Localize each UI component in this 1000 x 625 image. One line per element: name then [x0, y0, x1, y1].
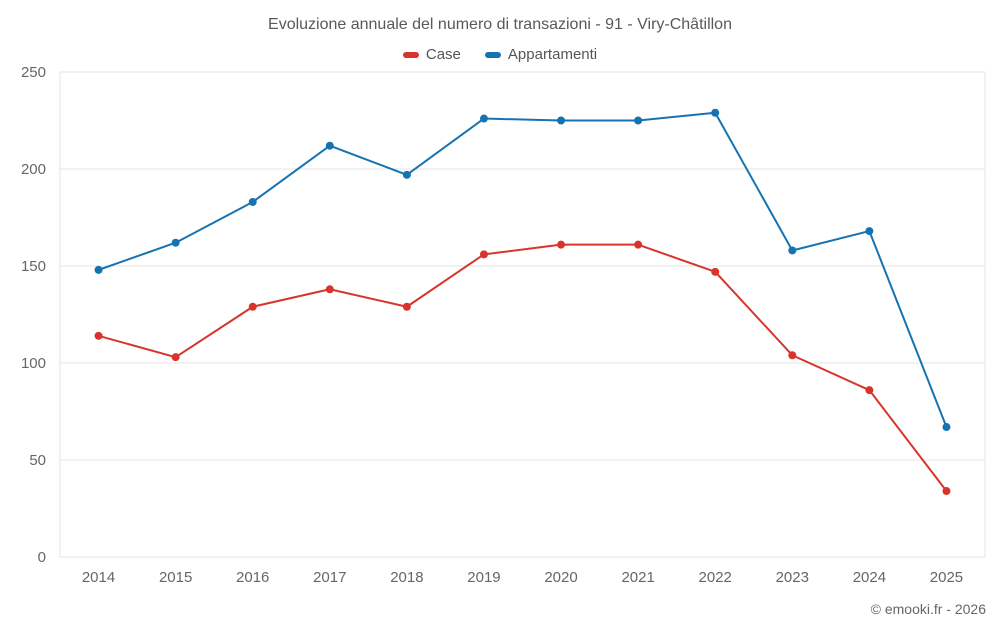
- legend-item-case[interactable]: Case: [402, 46, 461, 63]
- legend-swatch-appartamenti: [484, 51, 501, 58]
- legend-label-appartamenti: Appartamenti: [507, 46, 598, 63]
- chart-legend: Case Appartamenti: [0, 46, 1000, 63]
- legend-item-appartamenti[interactable]: Appartamenti: [484, 46, 598, 63]
- x-axis-tick-label: 2017: [313, 569, 346, 586]
- data-point-case: [557, 240, 566, 249]
- copyright: © emooki.fr - 2026: [870, 601, 986, 617]
- x-axis-tick-label: 2016: [236, 569, 269, 586]
- y-axis-tick-label: 200: [21, 161, 46, 178]
- data-point-appartamenti: [788, 246, 797, 255]
- data-point-case: [94, 331, 103, 340]
- data-point-appartamenti: [248, 197, 257, 206]
- data-point-appartamenti: [865, 227, 874, 236]
- data-point-appartamenti: [94, 265, 103, 274]
- y-axis-tick-label: 100: [21, 355, 46, 372]
- series-line-appartamenti: [97, 111, 948, 429]
- data-point-case: [942, 487, 951, 496]
- x-axis-tick-label: 2018: [390, 569, 423, 586]
- data-point-appartamenti: [479, 114, 488, 123]
- x-axis-tick-label: 2022: [699, 569, 732, 586]
- data-point-case: [788, 351, 797, 360]
- data-point-case: [634, 240, 643, 249]
- plot-border: [59, 71, 986, 558]
- data-point-appartamenti: [557, 116, 566, 125]
- data-point-case: [711, 267, 720, 276]
- data-point-appartamenti: [942, 423, 951, 432]
- x-axis-tick-label: 2020: [544, 569, 577, 586]
- data-point-appartamenti: [171, 238, 180, 247]
- chart-title: Evoluzione annuale del numero di transaz…: [268, 16, 732, 33]
- data-point-case: [325, 285, 334, 294]
- data-point-appartamenti: [325, 141, 334, 150]
- y-axis-tick-label: 250: [21, 64, 46, 81]
- legend-swatch-case: [402, 51, 419, 58]
- y-axis-tick-label: 150: [21, 258, 46, 275]
- x-axis-tick-label: 2021: [621, 569, 654, 586]
- data-point-appartamenti: [711, 108, 720, 117]
- data-point-appartamenti: [402, 170, 411, 179]
- data-point-case: [171, 353, 180, 362]
- data-point-case: [248, 302, 257, 311]
- data-point-case: [479, 250, 488, 259]
- data-point-case: [865, 386, 874, 395]
- x-axis-tick-label: 2024: [853, 569, 886, 586]
- series-line-case: [97, 243, 948, 493]
- x-axis-tick-label: 2025: [930, 569, 963, 586]
- data-point-appartamenti: [634, 116, 643, 125]
- y-axis-tick-label: 0: [38, 549, 46, 566]
- x-axis-tick-label: 2014: [82, 569, 115, 586]
- y-axis-tick-label: 50: [29, 452, 46, 469]
- x-axis-tick-label: 2023: [776, 569, 809, 586]
- data-point-case: [402, 302, 411, 311]
- x-axis-tick-label: 2019: [467, 569, 500, 586]
- x-axis-tick-label: 2015: [159, 569, 192, 586]
- legend-label-case: Case: [425, 46, 461, 63]
